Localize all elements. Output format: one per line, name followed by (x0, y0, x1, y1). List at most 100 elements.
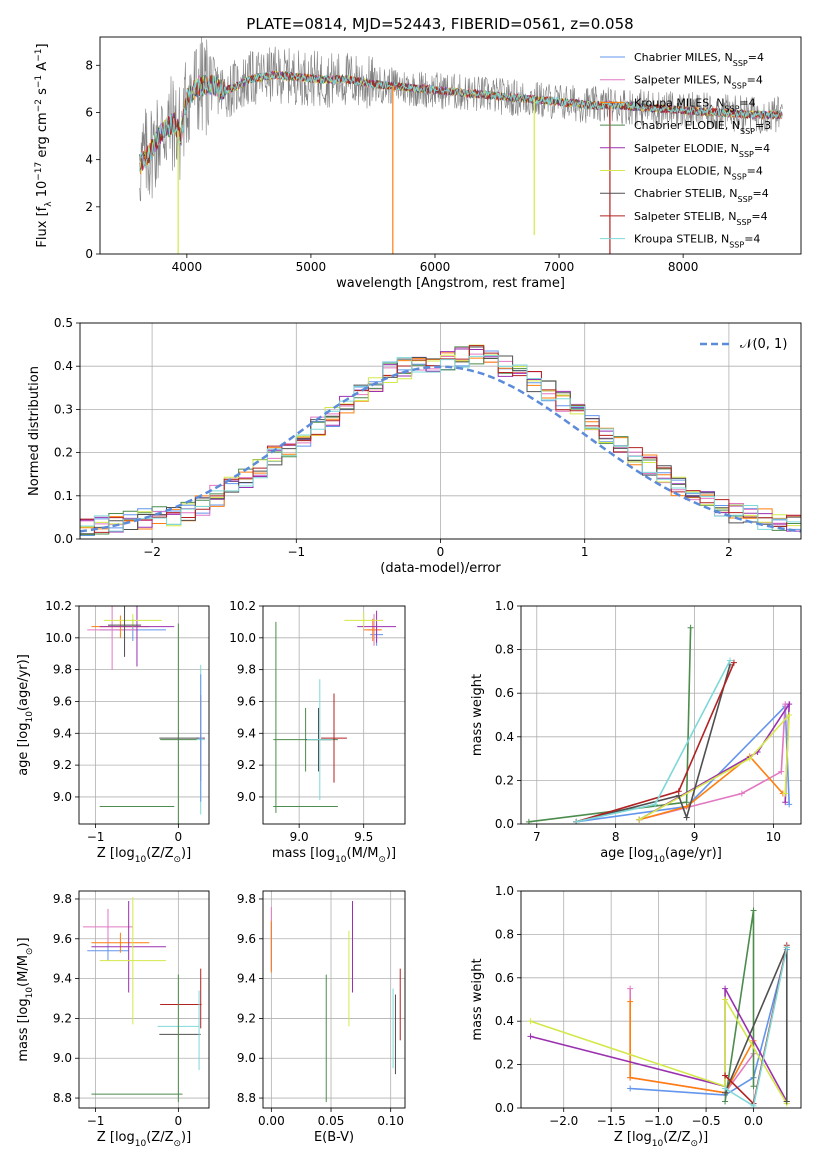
legend-label: Chabrier STELIB, NSSP=4 (634, 187, 769, 204)
y-axis-label: age [log10(age/yr)] (16, 654, 35, 776)
panel-spectrum: 4000 5000 6000 7000 8000 0 2 4 6 8 Chabrier MILES,… (34, 36, 802, 291)
errorbar-kroupa-miles (91, 932, 150, 953)
x-tick-label: 7000 (544, 260, 575, 274)
axes-frame (78, 605, 210, 825)
model-spectrum-kroupa-stelib (139, 70, 783, 172)
y-tick-label: 9.6 (237, 694, 256, 708)
x-tick-label: −2.0 (549, 1114, 578, 1128)
y-tick-label: 9.4 (237, 972, 256, 986)
weight-marker (730, 659, 737, 666)
x-axis-label: (data-model)/error (380, 561, 501, 576)
weight-marker (683, 814, 690, 821)
weight-marker (783, 1098, 790, 1105)
y-tick-label: 2 (85, 200, 93, 214)
weight-marker (636, 816, 643, 823)
y-tick-label: 9.8 (53, 892, 72, 906)
plot-area-spectrum (139, 37, 783, 254)
errorbar-kroupa-miles (363, 618, 382, 642)
y-tick-label: 0 (85, 247, 93, 261)
x-tick-label: 0.05 (318, 1114, 345, 1128)
plot-area-weight_vs_Z (527, 907, 790, 1108)
errorbar-kroupa-elodie (99, 896, 166, 1025)
axes-frame (78, 890, 210, 1109)
y-tick-label: 10.2 (229, 599, 256, 613)
weight-marker (782, 790, 789, 797)
weight-marker (627, 998, 634, 1005)
weight-marker (627, 985, 634, 992)
y-tick-label: 1.0 (495, 599, 514, 613)
x-tick-label: −1.5 (597, 1114, 626, 1128)
weight-marker (627, 1085, 634, 1092)
axes-frame (520, 605, 802, 825)
x-axis-label: wavelength [Angstrom, rest frame] (336, 276, 565, 291)
y-tick-label: 9.0 (237, 790, 256, 804)
x-tick-label: 0.00 (258, 1114, 285, 1128)
y-axis-label: mass [log10(M/M⊙)] (16, 937, 35, 1061)
x-axis-label: mass [log10(M/M⊙)] (272, 846, 396, 865)
x-tick-label: 6000 (420, 260, 451, 274)
axes-frame (520, 890, 802, 1109)
legend-label: Kroupa MILES, NSSP=4 (634, 96, 756, 113)
weight-marker (750, 907, 757, 914)
weight-marker (687, 624, 694, 631)
y-tick-label: 9.2 (53, 1011, 72, 1025)
legend-label: Chabrier ELODIE, NSSP=3 (634, 119, 771, 136)
x-tick-label: 0 (175, 830, 183, 844)
y-tick-label: 0.4 (54, 359, 73, 373)
y-axis-label: Normed distribution (27, 366, 42, 496)
y-axis-label: mass weight (470, 674, 485, 756)
weight-marker (527, 1018, 534, 1025)
y-tick-label: 9.2 (237, 758, 256, 772)
x-axis-label: Z [log10(Z/Z⊙)] (614, 1130, 708, 1149)
x-tick-label: −1 (287, 545, 305, 559)
x-tick-label: 9.5 (354, 830, 373, 844)
weight-marker (527, 1033, 534, 1040)
x-axis-label: age [log10(age/yr)] (600, 846, 722, 865)
y-tick-label: 9.4 (237, 726, 256, 740)
x-tick-label: −0.5 (692, 1114, 721, 1128)
y-tick-label: 10.2 (45, 599, 72, 613)
weight-line-kroupa-miles (639, 755, 784, 821)
weight-marker (778, 768, 785, 775)
weight-line-kroupa-miles (629, 1001, 755, 1094)
weight-marker (746, 755, 753, 762)
errorbar-kroupa-stelib (306, 679, 333, 801)
axes-frame (99, 36, 802, 255)
x-tick-label: −1 (87, 830, 105, 844)
y-axis-label: mass weight (470, 958, 485, 1040)
weight-marker (786, 712, 793, 718)
y-tick-label: 8 (85, 58, 93, 72)
x-tick-label: 10 (766, 830, 781, 844)
x-tick-label: 0.10 (377, 1114, 404, 1128)
y-tick-label: 9.0 (53, 790, 72, 804)
x-tick-label: −2 (143, 545, 161, 559)
y-tick-label: 0.5 (54, 316, 73, 330)
x-axis-label: Z [log10(Z/Z⊙)] (97, 1130, 191, 1149)
y-tick-label: 9.0 (53, 1051, 72, 1065)
legend-label: 𝒩(0, 1) (740, 337, 787, 352)
x-tick-label: 1 (581, 545, 589, 559)
y-tick-label: 0.2 (495, 773, 514, 787)
legend-label: Chabrier MILES, NSSP=4 (634, 51, 764, 68)
panel-age_vs_mass: 9.0 9.5 9.0 9.2 9.4 9.6 9.8 10.0 10.2 mass [log10… (229, 599, 406, 865)
y-tick-label: 9.6 (53, 932, 72, 946)
errorbar-salpeter-miles (87, 606, 137, 670)
x-tick-label: 8 (612, 830, 620, 844)
errorbar-salpeter-miles (83, 908, 133, 945)
y-tick-label: 10.0 (45, 631, 72, 645)
y-tick-label: 9.6 (53, 694, 72, 708)
y-tick-label: 9.8 (53, 663, 72, 677)
x-tick-label: −1.0 (644, 1114, 673, 1128)
legend-label: Salpeter STELIB, NSSP=4 (634, 210, 768, 227)
weight-marker (722, 985, 729, 992)
y-tick-label: 1.0 (495, 884, 514, 898)
errorbar-chabrier-miles (198, 674, 204, 802)
y-tick-label: 0.8 (495, 643, 514, 657)
plot-area-age_vs_Z (87, 606, 205, 824)
y-tick-label: 8.8 (53, 1091, 72, 1105)
legend-label: Salpeter MILES, NSSP=4 (634, 74, 763, 91)
y-tick-label: 0.3 (54, 402, 73, 416)
x-tick-label: −1 (87, 1114, 105, 1128)
weight-line-chabrier-stelib (576, 664, 731, 823)
x-tick-label: 0 (175, 1114, 183, 1128)
